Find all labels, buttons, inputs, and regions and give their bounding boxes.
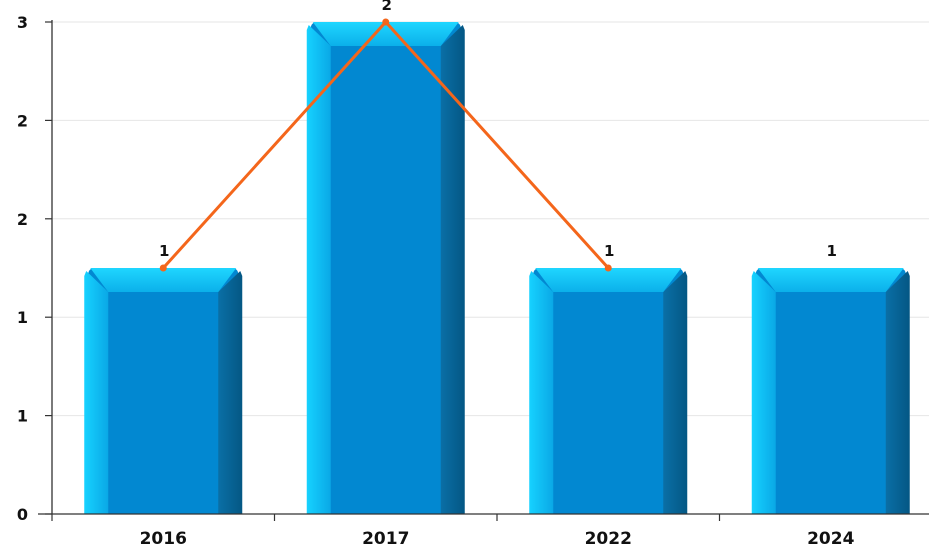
y-tick-label: 3 bbox=[17, 13, 28, 32]
bar-top-face bbox=[535, 268, 682, 292]
data-label: 1 bbox=[159, 242, 169, 260]
data-label: 1 bbox=[604, 242, 614, 260]
bar-body bbox=[88, 268, 239, 514]
bar-body bbox=[755, 268, 906, 514]
bar-left-face bbox=[84, 271, 109, 514]
bar-top-face bbox=[757, 268, 904, 292]
bar-right-face bbox=[663, 271, 688, 514]
y-tick-label: 0 bbox=[17, 505, 28, 524]
x-tick-label: 2017 bbox=[362, 529, 409, 548]
bar-body bbox=[310, 22, 461, 514]
line-point bbox=[159, 264, 167, 272]
bar-right-face bbox=[218, 271, 243, 514]
y-tick-label: 1 bbox=[17, 308, 28, 327]
bar bbox=[84, 268, 243, 514]
line-series bbox=[159, 18, 612, 272]
bar bbox=[529, 268, 688, 514]
bar-left-face bbox=[529, 271, 554, 514]
bar-top-face bbox=[312, 22, 459, 46]
bar-left-face bbox=[306, 25, 331, 514]
bar-right-face bbox=[885, 271, 910, 514]
bar bbox=[751, 268, 910, 514]
axes: 0 1 1 2 2 3 2016 2017 2022 2024 bbox=[17, 13, 929, 549]
y-tick-label: 2 bbox=[17, 111, 28, 130]
x-tick-label: 2016 bbox=[140, 529, 187, 548]
bar bbox=[306, 22, 465, 514]
bar-right-face bbox=[440, 25, 465, 514]
x-tick-label: 2022 bbox=[585, 529, 632, 548]
data-labels: 1 2 1 1 bbox=[159, 0, 837, 260]
line-point bbox=[604, 264, 612, 272]
data-label: 1 bbox=[827, 242, 837, 260]
bar-body bbox=[533, 268, 684, 514]
bars bbox=[84, 22, 910, 514]
bar-left-face bbox=[751, 271, 776, 514]
y-tick-label: 1 bbox=[17, 407, 28, 426]
bar-top-face bbox=[90, 268, 237, 292]
data-label: 2 bbox=[382, 0, 392, 14]
line-point bbox=[382, 18, 390, 26]
x-tick-label: 2024 bbox=[807, 529, 854, 548]
y-tick-label: 2 bbox=[17, 210, 28, 229]
